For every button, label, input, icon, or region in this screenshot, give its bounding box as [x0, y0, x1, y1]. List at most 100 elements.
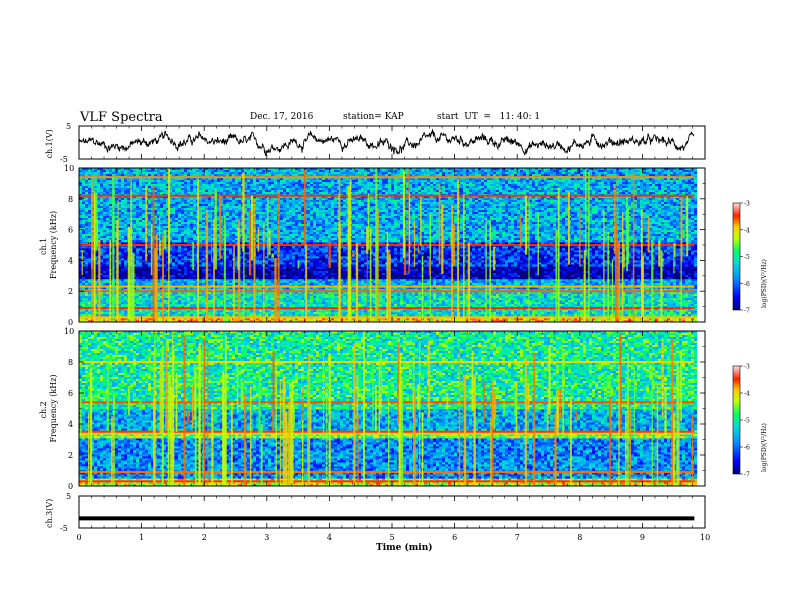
spectrogram-cell — [145, 320, 149, 322]
spectrogram-cell — [508, 314, 512, 317]
spectrogram-cell — [184, 298, 188, 301]
spectrogram-cell — [133, 282, 137, 286]
spectrogram-cell — [361, 318, 365, 321]
spectrogram-cell — [544, 308, 548, 311]
spectrogram-cell — [157, 314, 161, 317]
spectrogram-cell — [367, 314, 371, 317]
spectrogram-cell — [325, 294, 329, 297]
spectrogram-cell — [403, 296, 407, 299]
spectrogram-cell — [556, 296, 560, 299]
spectrogram-cell — [577, 280, 581, 284]
spectrogram-cell — [136, 278, 140, 282]
spectrogram-cell — [625, 314, 629, 317]
spectrogram-cell — [433, 278, 437, 282]
spectrogram-cell — [214, 318, 218, 321]
spectrogram-cell — [682, 288, 686, 291]
spectrogram-cell — [85, 318, 89, 321]
spectrogram-cell — [325, 304, 329, 307]
spectrogram-cell — [637, 318, 641, 321]
spectrogram-cell — [598, 278, 602, 282]
spectrogram-cell — [490, 302, 494, 305]
spectrogram-cell — [682, 304, 686, 307]
spectrogram-cell — [157, 308, 161, 311]
spectrogram-cell — [139, 320, 143, 322]
spectrogram-cell — [250, 278, 254, 282]
spectrogram-cell — [424, 304, 428, 307]
spectrogram-cell — [541, 304, 545, 307]
spectrogram-cell — [391, 286, 395, 290]
spectrogram-cell — [415, 320, 419, 322]
spectrogram-cell — [259, 292, 263, 295]
spectrogram-cell — [661, 310, 665, 313]
spectrogram-cell — [652, 298, 656, 301]
spectrogram-cell — [601, 314, 605, 317]
spectrogram-cell — [493, 294, 497, 297]
spectrogram-cell — [691, 280, 695, 284]
spectrogram-cell — [202, 296, 206, 299]
spectrogram-cell — [562, 302, 566, 305]
spectrogram-cell — [562, 280, 566, 284]
spectrogram-cell — [241, 320, 245, 322]
spectrogram-cell — [325, 280, 329, 284]
spectrogram-cell — [346, 320, 350, 322]
spectrogram-cell — [631, 298, 635, 301]
spectrogram-cell — [160, 310, 164, 313]
spectrogram-cell — [142, 308, 146, 311]
spectrogram-cell — [649, 296, 653, 299]
spectrogram-cell — [331, 296, 335, 299]
spectrogram-cell — [220, 282, 224, 286]
spectrogram-cell — [283, 310, 287, 313]
spectrogram-cell — [184, 292, 188, 295]
spectrogram-cell — [235, 286, 239, 290]
spectrogram-cell — [373, 314, 377, 317]
spectrogram-cell — [445, 320, 449, 322]
spectrogram-cell — [514, 314, 518, 317]
spectrogram-cell — [685, 292, 689, 295]
spectrogram-cell — [424, 318, 428, 321]
spectrogram-cell — [340, 298, 344, 301]
spectrogram-cell — [220, 308, 224, 311]
spectrogram-cell — [82, 286, 86, 290]
spectrogram-cell — [667, 320, 671, 322]
spectrogram-cell — [259, 314, 263, 317]
spectrogram-cell — [118, 288, 122, 291]
spectrogram-cell — [379, 282, 383, 286]
spectrogram-cell — [523, 282, 527, 286]
spectrogram-cell — [556, 304, 560, 307]
spectrogram-cell — [673, 320, 677, 322]
spectrogram-cell — [490, 286, 494, 290]
spectrogram-cell — [625, 282, 629, 286]
spectrogram-cell — [406, 304, 410, 307]
spectrogram-cell — [187, 294, 191, 297]
spectrogram-cell — [202, 302, 206, 305]
spectrogram-cell — [496, 310, 500, 313]
spectrogram-cell — [529, 282, 533, 286]
spectrogram-cell — [472, 302, 476, 305]
spectrogram-cell — [256, 314, 260, 317]
spectrogram-cell — [664, 320, 668, 322]
spectrogram-cell — [322, 292, 326, 295]
spectrogram-cell — [229, 296, 233, 299]
spectrogram-cell — [280, 300, 284, 303]
spectrogram-cell — [226, 312, 230, 315]
spectrogram-cell — [118, 304, 122, 307]
spectrogram-cell — [412, 296, 416, 299]
spectrogram-cell — [622, 292, 626, 295]
spectrogram-cell — [565, 320, 569, 322]
spectrogram-cell — [565, 288, 569, 291]
spectrogram-cell — [190, 298, 194, 301]
spectrogram-cell — [352, 278, 356, 282]
spectrogram-cell — [334, 280, 338, 284]
spectrogram-cell — [175, 282, 179, 286]
spectrogram-cell — [481, 292, 485, 295]
spectrogram-cell — [439, 312, 443, 315]
spectrogram-cell — [520, 304, 524, 307]
spectrogram-cell — [328, 298, 332, 301]
spectrogram-cell — [208, 310, 212, 313]
spectrogram-cell — [226, 286, 230, 290]
spectrogram-cell — [214, 296, 218, 299]
spectrogram-cell — [361, 320, 365, 322]
spectrogram-cell — [466, 286, 470, 290]
spectrogram-cell — [565, 318, 569, 321]
spectrogram-cell — [505, 304, 509, 307]
